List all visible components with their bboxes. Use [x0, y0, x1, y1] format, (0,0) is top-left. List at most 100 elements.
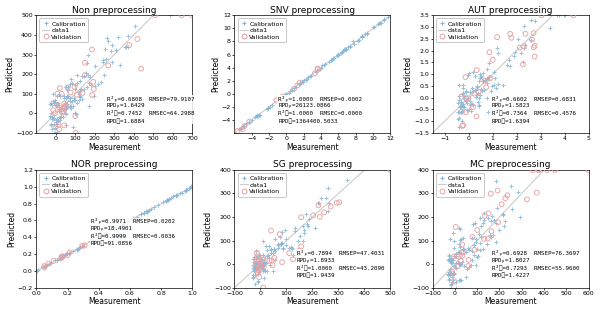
Point [299, 77, 309, 82]
Point [75, 94, 85, 99]
Point [448, 258, 457, 263]
Point [252, 113, 262, 118]
Point [472, 88, 481, 93]
Point [373, 22, 383, 27]
Point [454, 117, 463, 122]
Point [530, 18, 540, 23]
Point [475, 78, 484, 83]
Point [368, 25, 378, 30]
Point [489, 82, 499, 87]
Point [50, 125, 60, 130]
Point [71, 111, 81, 116]
Title: MC preprocessing: MC preprocessing [470, 160, 551, 169]
Point [476, 241, 485, 246]
Point [463, 245, 473, 250]
Point [259, 267, 268, 272]
Point [293, 238, 303, 243]
Point [80, 243, 89, 248]
Point [67, 77, 76, 82]
Point [480, 213, 490, 218]
Point [184, 185, 194, 190]
Point [49, 130, 59, 135]
Point [123, 44, 133, 49]
Point [294, 82, 304, 87]
Point [466, 109, 476, 114]
Point [59, 109, 68, 114]
Point [264, 244, 274, 249]
Point [461, 275, 470, 280]
Point [92, 236, 102, 241]
Point [76, 86, 85, 91]
Point [164, 197, 174, 202]
Point [55, 127, 64, 132]
Point [479, 79, 488, 84]
Point [130, 23, 139, 28]
Point [490, 69, 499, 74]
Point [277, 241, 287, 246]
Point [475, 104, 484, 109]
Point [113, 34, 123, 39]
Point [472, 83, 482, 88]
Point [293, 83, 302, 88]
Point [457, 242, 467, 247]
Point [458, 235, 468, 240]
Point [458, 246, 468, 251]
Point [482, 95, 492, 100]
Point [257, 264, 267, 269]
Point [278, 229, 287, 234]
Point [453, 110, 463, 115]
Point [445, 237, 454, 242]
Point [471, 262, 481, 267]
Point [451, 261, 461, 266]
Point [252, 261, 262, 266]
Point [47, 115, 57, 119]
Point [471, 236, 481, 241]
Point [51, 125, 61, 130]
Point [473, 227, 482, 232]
Point [119, 222, 128, 227]
Point [479, 88, 489, 93]
Point [72, 92, 82, 97]
Point [272, 98, 281, 103]
Point [463, 72, 472, 77]
Point [50, 100, 60, 105]
Point [470, 220, 479, 225]
Point [492, 206, 502, 211]
Point [471, 240, 481, 245]
Point [459, 96, 469, 101]
Point [264, 256, 274, 261]
Point [59, 96, 68, 101]
Point [455, 94, 464, 99]
Point [142, 210, 152, 215]
Point [56, 115, 66, 119]
Point [87, 47, 97, 52]
Point [346, 44, 355, 49]
Point [82, 61, 91, 66]
Point [68, 103, 78, 108]
Point [522, 197, 532, 202]
Point [479, 218, 489, 223]
Point [498, 82, 508, 87]
Point [58, 254, 67, 259]
Point [464, 257, 473, 262]
Point [181, 187, 191, 192]
Point [467, 249, 476, 254]
Point [77, 96, 87, 101]
Point [100, 46, 110, 51]
Point [478, 88, 487, 93]
Point [448, 271, 457, 276]
Point [58, 115, 67, 119]
Point [472, 247, 481, 252]
Point [63, 85, 73, 90]
Point [452, 254, 461, 259]
Point [450, 279, 460, 284]
Point [89, 87, 98, 92]
Point [456, 99, 466, 104]
Point [40, 264, 49, 269]
Y-axis label: Predicted: Predicted [7, 211, 16, 247]
Point [358, 33, 367, 38]
Point [288, 257, 298, 262]
Point [81, 70, 91, 75]
Point [284, 251, 294, 256]
Point [519, 46, 529, 51]
